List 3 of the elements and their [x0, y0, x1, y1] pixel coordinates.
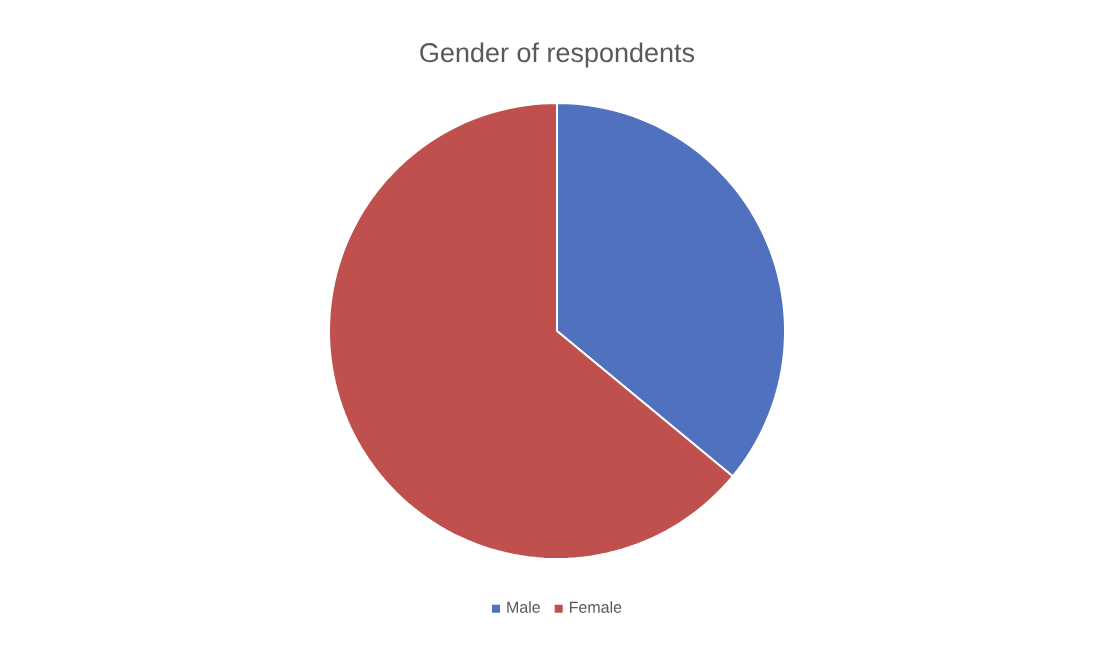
legend-label: Female — [569, 601, 622, 613]
legend-label: Male — [507, 601, 540, 613]
chart-title: Gender of respondents — [420, 42, 695, 68]
